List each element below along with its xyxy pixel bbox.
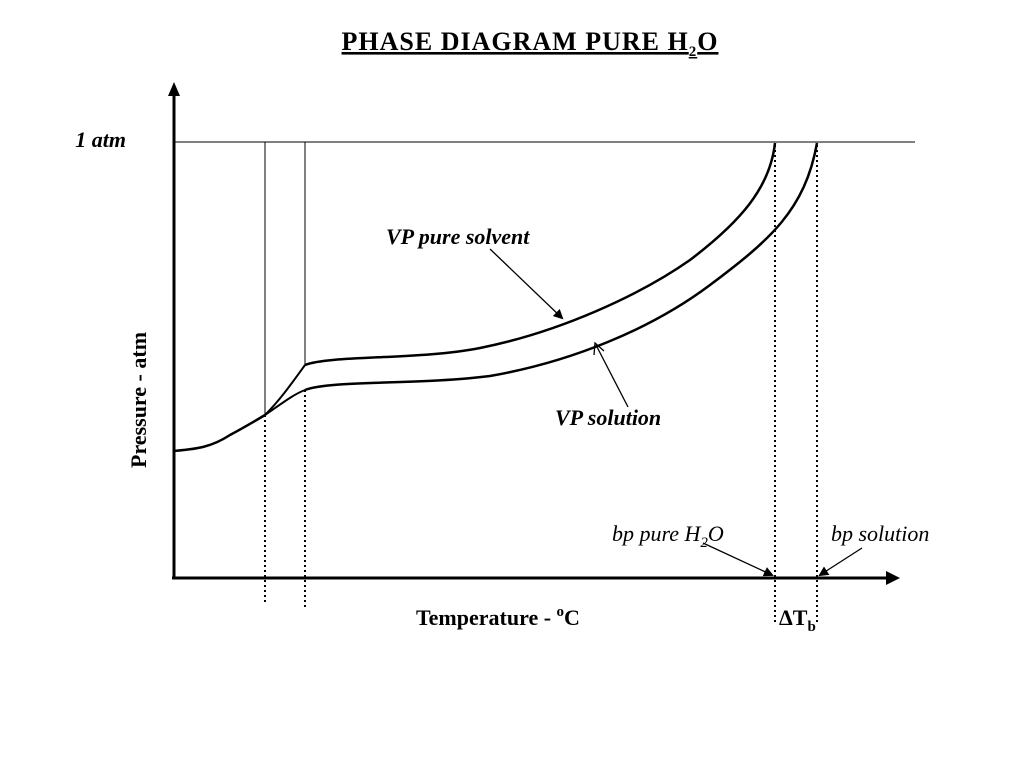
bp-solution-label: bp solution xyxy=(831,521,929,546)
delta-tb-label: ΔTb xyxy=(779,605,816,635)
bp-solution-pointer xyxy=(818,547,863,577)
x-axis-label: Temperature - oC xyxy=(416,604,580,630)
pure-sublimation-curve xyxy=(264,364,306,416)
vp-solution-curve xyxy=(304,142,819,392)
solution-low-curve xyxy=(264,389,306,416)
vp-pure-pointer xyxy=(489,248,564,320)
solid-curve xyxy=(173,413,266,453)
bp-pure-pointer xyxy=(702,542,774,577)
x-axis-arrow-icon xyxy=(886,571,900,585)
page-title: PHASE DIAGRAM PURE H2O xyxy=(342,27,719,60)
one-atm-label: 1 atm xyxy=(75,127,126,152)
bp-pure-label: bp pure H2O xyxy=(612,521,724,551)
vp-solution-label: VP solution xyxy=(555,405,661,430)
vp-solution-pointer xyxy=(595,344,629,408)
vp-solution-pointer-arrow-icon xyxy=(593,341,605,356)
vp-pure-label: VP pure solvent xyxy=(386,224,530,249)
vp-pure-curve xyxy=(304,142,777,367)
y-axis-arrow-icon xyxy=(168,82,180,96)
y-axis-label: Pressure - atm xyxy=(126,332,151,468)
